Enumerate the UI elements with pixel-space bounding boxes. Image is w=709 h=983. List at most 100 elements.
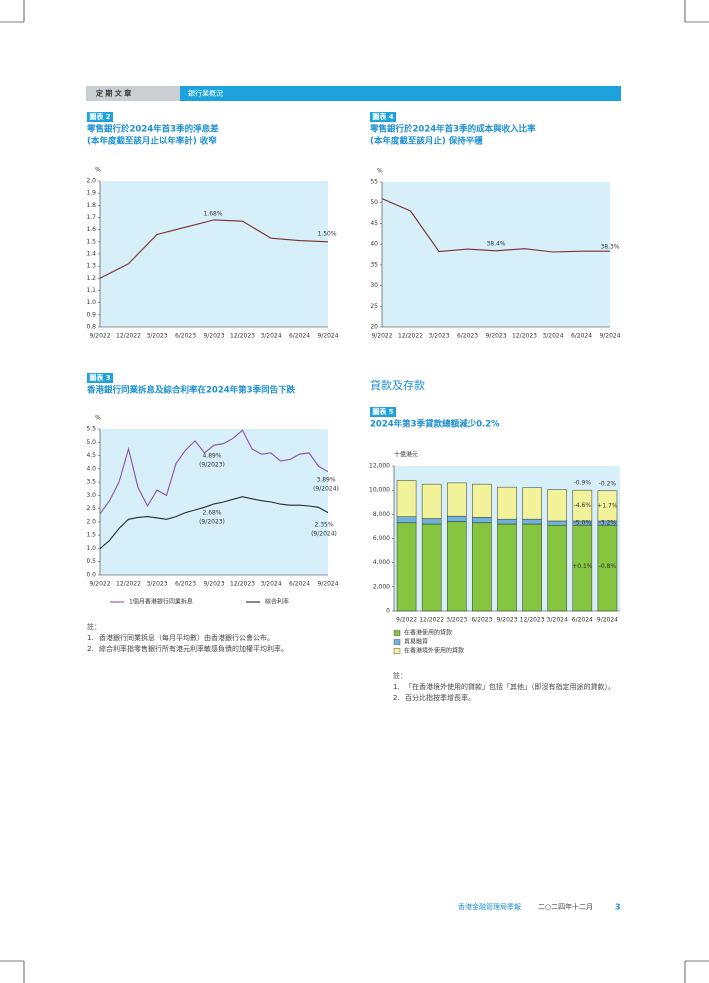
bar-segment: [522, 518, 542, 525]
x-tick-label: 9/2023: [203, 581, 224, 588]
plot-area: [382, 182, 610, 327]
footer-page: 3: [615, 903, 621, 912]
bar-segment: [421, 483, 442, 519]
y-tick-label: 1.5: [86, 532, 96, 539]
x-tick-label: 12/2023: [512, 333, 537, 340]
chart-label: 圖表 4: [372, 112, 393, 121]
x-tick-label: 12/2023: [230, 581, 255, 588]
y-tick-label: 1.0: [86, 545, 96, 552]
x-tick-label: 6/2024: [289, 333, 310, 340]
x-tick-label: 12/2022: [116, 333, 141, 340]
y-tick-label: 8,000: [373, 511, 390, 518]
section-heading: 貸款及存款: [370, 378, 425, 392]
notes: 註： 1. 「在香港境外使用的貸款」包括「其他」（即沒有指定用途的貸款）。 2. 百分比…: [393, 671, 633, 704]
data-line: [381, 198, 610, 253]
bar-segment: [396, 480, 417, 517]
y-tick-label: 0: [386, 608, 390, 615]
bar-annotation: +1.7%: [597, 502, 618, 509]
x-tick-label: 9/2024: [317, 333, 338, 340]
y-unit: 十億港元: [394, 451, 418, 459]
annotation: 38.4%: [486, 241, 505, 248]
bar-annotation: -4.6%: [574, 502, 592, 509]
note-text: 「在香港境外使用的貸款」包括「其他」（即沒有指定用途的貸款）。: [405, 683, 615, 691]
bar-segment: [522, 487, 542, 520]
x-tick-label: 3/2024: [547, 617, 568, 624]
chart-label-box: [370, 407, 396, 417]
note-text: 綜合利率指零售銀行所有港元利率敏感負債的加權平均利率。: [99, 645, 288, 653]
chart-label: 圖表 2: [89, 112, 110, 121]
y-unit: %: [377, 168, 383, 175]
chart-title: 香港銀行同業拆息及綜合利率在2024年第3季同告下跌: [86, 385, 296, 396]
y-tick-label: 4.5: [86, 452, 96, 459]
y-tick-label: 40: [370, 241, 378, 248]
x-tick-label: 9/2023: [485, 333, 506, 340]
legend-label: 貿易融資: [404, 638, 428, 646]
x-tick-label: 6/2023: [471, 617, 492, 624]
y-tick-label: 0.8: [86, 324, 96, 331]
x-tick-label: 3/2023: [146, 333, 167, 340]
chart-label-box: [87, 373, 113, 383]
y-tick-label: 10,000: [369, 487, 390, 494]
note-number: 2.: [87, 645, 94, 653]
y-tick-label: 1.7: [86, 214, 96, 221]
x-tick-label: 12/2022: [398, 333, 423, 340]
x-tick-label: 3/2023: [446, 617, 467, 624]
chart-title: 2024年第3季貸款總額減少0.2%: [370, 419, 500, 430]
y-tick-label: 1.2: [86, 275, 96, 282]
annotation: (9/2023): [199, 462, 225, 469]
data-line: [99, 429, 329, 515]
x-tick-label: 6/2023: [175, 333, 196, 340]
chart-title: (本年度截至該月止以年率計) 收窄: [87, 136, 217, 147]
note-text: 百分比指按季增長率。: [405, 694, 475, 702]
bar-segment: [421, 523, 442, 612]
y-tick-label: 4.0: [86, 465, 96, 472]
x-tick-label: 9/2023: [203, 333, 224, 340]
bar-annotation: -0.2%: [599, 480, 617, 487]
note-text: 香港銀行同業拆息（每月平均數）由香港銀行公會公布。: [99, 634, 274, 642]
bar-segment: [497, 486, 517, 520]
chart-label-box: [370, 112, 396, 122]
bar-segment: [472, 517, 492, 524]
y-tick-label: 1.8: [86, 202, 96, 209]
y-tick-label: 5.0: [86, 439, 96, 446]
bar-segment: [522, 523, 542, 612]
legend-swatch: [393, 639, 401, 645]
bar-segment: [547, 524, 568, 612]
y-tick-label: 1.1: [86, 287, 96, 294]
legend-label: 1個月香港銀行同業拆息: [129, 598, 193, 606]
chart-title: 零售銀行於2024年首3季的淨息差: [86, 124, 219, 135]
y-tick-label: 20: [370, 324, 378, 331]
x-tick-label: 3/2023: [146, 581, 167, 588]
bar-annotation: -0.9%: [574, 480, 592, 487]
footer-publication: 香港金融管理局季報: [458, 902, 521, 911]
bar-segment: [421, 518, 442, 525]
annotation: 1.68%: [203, 211, 222, 218]
legend-swatch: [393, 648, 401, 654]
chart-label: 圖表 3: [89, 373, 110, 382]
annotation: 3.89%: [316, 477, 335, 484]
y-tick-label: 1.9: [86, 190, 96, 197]
y-tick-label: 3.0: [86, 492, 96, 499]
bar-segment: [572, 489, 593, 522]
notes-heading: 註：: [87, 623, 101, 631]
x-tick-label: 9/2022: [89, 581, 110, 588]
bar-annotation: -3.2%: [599, 520, 617, 527]
legend-label: 在香港使用的貸款: [404, 629, 452, 637]
note-item: 2. 綜合利率指零售銀行所有港元利率敏感負債的加權平均利率。: [87, 644, 337, 655]
note-item: 1. 「在香港境外使用的貸款」包括「其他」（即沒有指定用途的貸款）。: [393, 682, 633, 693]
annotation: 2.68%: [202, 510, 221, 517]
bar-segment: [547, 520, 568, 526]
y-tick-label: 45: [370, 220, 378, 227]
chart-label: 圖表 5: [372, 407, 393, 416]
x-tick-label: 9/2022: [371, 333, 392, 340]
y-tick-label: 3.5: [86, 479, 96, 486]
bar-annotation: -0.8%: [599, 563, 617, 570]
x-tick-label: 12/2022: [116, 581, 141, 588]
bar-annotation: +0.1%: [572, 563, 593, 570]
header-section: 定 期 文 章: [96, 89, 131, 98]
x-tick-label: 6/2024: [572, 617, 593, 624]
bar-segment: [547, 489, 568, 522]
y-unit: %: [95, 167, 101, 174]
